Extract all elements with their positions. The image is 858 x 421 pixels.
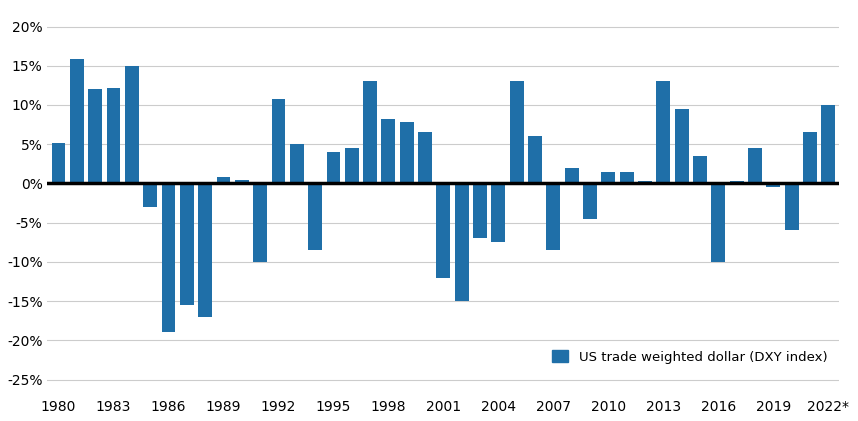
Bar (510, 81, 523, 184)
Bar (821, 105, 835, 184)
Bar (803, 133, 817, 184)
Bar (492, 184, 505, 242)
Bar (693, 156, 707, 184)
Bar (400, 122, 414, 184)
Bar (455, 184, 468, 301)
Bar (180, 184, 194, 305)
Bar (290, 144, 304, 184)
Bar (125, 66, 139, 184)
Bar (656, 81, 670, 184)
Bar (766, 184, 780, 187)
Bar (565, 168, 578, 184)
Bar (583, 184, 597, 219)
Bar (235, 179, 249, 184)
Legend: US trade weighted dollar (DXY index): US trade weighted dollar (DXY index) (547, 345, 833, 369)
Bar (601, 172, 615, 184)
Bar (619, 172, 633, 184)
Bar (437, 184, 450, 277)
Bar (785, 184, 799, 230)
Bar (216, 177, 230, 184)
Bar (88, 88, 102, 184)
Bar (198, 184, 212, 317)
Bar (638, 181, 652, 184)
Bar (51, 143, 65, 184)
Bar (161, 184, 175, 333)
Bar (253, 184, 267, 262)
Bar (363, 81, 377, 184)
Bar (730, 181, 744, 184)
Bar (69, 59, 83, 184)
Bar (748, 148, 762, 184)
Bar (106, 88, 120, 184)
Bar (271, 99, 285, 184)
Bar (308, 184, 322, 250)
Bar (382, 119, 396, 184)
Bar (547, 184, 560, 250)
Bar (674, 109, 688, 184)
Bar (143, 184, 157, 207)
Bar (529, 136, 542, 184)
Bar (327, 152, 341, 184)
Bar (345, 148, 359, 184)
Bar (473, 184, 486, 238)
Bar (418, 133, 432, 184)
Bar (711, 184, 725, 262)
